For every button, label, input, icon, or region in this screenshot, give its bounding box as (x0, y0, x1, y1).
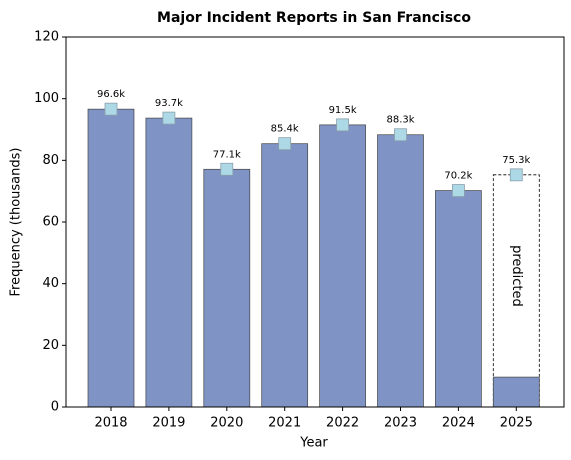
chart-title: Major Incident Reports in San Francisco (157, 10, 471, 26)
bar (319, 124, 366, 408)
x-tick-label: 2018 (94, 416, 127, 431)
value-label: 96.6k (97, 89, 125, 100)
bar (87, 108, 135, 408)
marker (278, 137, 292, 151)
bar (145, 117, 193, 408)
bar (377, 134, 424, 408)
annotation: predicted (509, 245, 524, 307)
value-label: 91.5k (329, 105, 357, 116)
y-tick-label: 120 (34, 30, 59, 45)
value-label: 88.3k (386, 115, 414, 126)
marker (509, 168, 523, 182)
plot-frame (65, 36, 565, 408)
x-tick-label: 2023 (384, 416, 417, 431)
value-label: 70.2k (444, 171, 472, 182)
bar (261, 143, 309, 408)
value-label: 75.3k (502, 155, 530, 166)
x-tick-label: 2022 (326, 416, 359, 431)
y-tick-label: 0 (51, 400, 59, 415)
marker (336, 118, 350, 132)
bar (435, 190, 482, 408)
x-tick-label: 2021 (268, 416, 301, 431)
value-label: 85.4k (271, 124, 299, 135)
y-tick-label: 40 (42, 276, 59, 291)
y-axis-label: Frequency (thousands) (9, 148, 24, 297)
y-tick-label: 100 (34, 91, 59, 106)
x-tick-label: 2019 (152, 416, 185, 431)
bar (203, 168, 251, 408)
marker (162, 111, 176, 125)
y-tick-label: 80 (42, 153, 59, 168)
marker (220, 162, 234, 176)
value-label: 77.1k (213, 149, 241, 160)
marker (104, 102, 118, 116)
value-label: 93.7k (155, 98, 183, 109)
x-axis-label: Year (299, 436, 328, 451)
marker (451, 184, 465, 197)
y-tick-label: 60 (42, 215, 59, 230)
y-tick-label: 20 (42, 338, 59, 353)
x-tick-label: 2025 (500, 416, 533, 431)
x-tick-label: 2020 (210, 416, 243, 431)
marker (394, 128, 407, 142)
x-tick-label: 2024 (442, 416, 475, 431)
bar (492, 376, 540, 408)
